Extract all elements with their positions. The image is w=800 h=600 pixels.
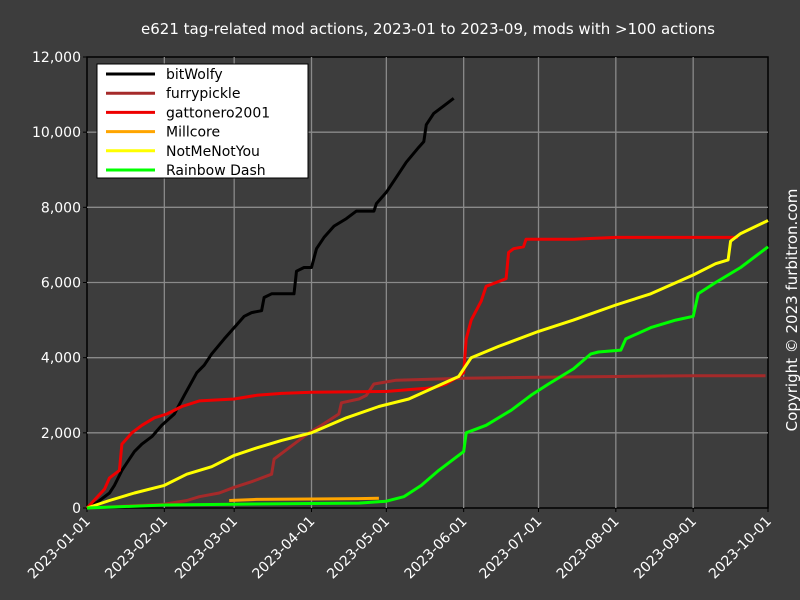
y-axis: 0 2,000 4,000 6,000 8,000 10,000 12,000 <box>32 50 87 517</box>
x-tick-label: 2023-04-01 <box>249 514 318 583</box>
x-tick-label: 2023-08-01 <box>554 514 623 583</box>
legend-label: furrypickle <box>166 86 240 102</box>
y-tick-label: 2,000 <box>41 426 81 442</box>
x-tick-label: 2023-05-01 <box>324 514 393 583</box>
y-tick-label: 12,000 <box>32 50 81 66</box>
x-tick-label: 2023-07-01 <box>476 514 545 583</box>
x-tick-label: 2023-06-01 <box>402 514 471 583</box>
series-line-bitwolfy <box>86 97 455 510</box>
legend-label: bitWolfy <box>166 67 223 83</box>
y-tick-label: 8,000 <box>41 200 81 216</box>
y-tick-label: 6,000 <box>41 276 81 292</box>
x-tick-label: 2023-03-01 <box>172 514 241 583</box>
y-tick-label: 10,000 <box>32 125 81 141</box>
series-line-furrypickle <box>86 374 766 510</box>
series-line-rainbow-dash <box>86 245 769 510</box>
chart-title: e621 tag-related mod actions, 2023-01 to… <box>141 20 715 38</box>
legend-label: Millcore <box>166 125 220 141</box>
y-tick-label: 4,000 <box>41 351 81 367</box>
x-tick-label: 2023-10-01 <box>706 514 775 583</box>
y-tick-label: 0 <box>72 501 81 517</box>
grid-lines <box>87 57 768 508</box>
x-tick-label: 2023-09-01 <box>631 514 700 583</box>
legend-label: NotMeNotYou <box>166 144 260 160</box>
copyright-text: Copyright © 2023 furbitron.com <box>783 189 800 432</box>
x-axis: 2023-01-01 2023-02-01 2023-03-01 2023-04-01… <box>25 508 775 582</box>
x-tick-label: 2023-01-01 <box>25 514 94 583</box>
x-tick-label: 2023-02-01 <box>102 514 171 583</box>
legend: bitWolfy furrypickle gattonero2001 Millcore… <box>96 63 309 179</box>
series-lines <box>85 97 769 510</box>
legend-label: Rainbow Dash <box>166 163 266 179</box>
series-line-millcore <box>229 496 379 502</box>
legend-label: gattonero2001 <box>166 105 270 121</box>
legend-box <box>96 63 309 179</box>
series-line-notmenotyou <box>86 219 769 510</box>
